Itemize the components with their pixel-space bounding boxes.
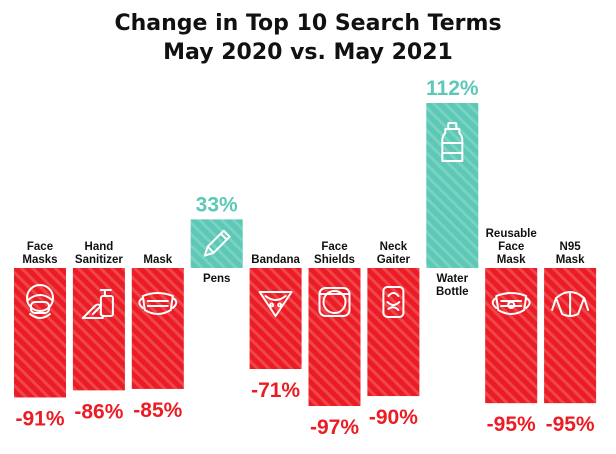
bar-stripes-6	[367, 268, 420, 397]
category-label-8-1: Face	[498, 241, 524, 253]
bar-stripes-8	[485, 268, 538, 404]
category-label-7-0: Water	[437, 273, 469, 285]
category-label-1-0: Hand	[85, 241, 114, 253]
value-label-8: -95%	[487, 413, 536, 436]
face-mask-person-icon	[26, 284, 54, 319]
category-label-5-0: Face	[321, 241, 347, 253]
value-label-4: -71%	[251, 379, 300, 402]
category-label-9-1: Mask	[556, 254, 585, 266]
category-label-6-0: Neck	[380, 241, 408, 253]
neck-gaiter-icon	[382, 286, 405, 318]
chart-title-line-1: Change in Top 10 Search Terms	[114, 11, 502, 36]
value-label-1: -86%	[74, 400, 123, 423]
category-label-8-0: Reusable	[486, 228, 537, 240]
water-bottle-icon	[441, 122, 464, 162]
bar-stripes-4	[249, 268, 302, 370]
value-label-9: -95%	[546, 413, 595, 436]
value-label-7: 112%	[426, 77, 479, 100]
bandana-icon	[258, 291, 293, 317]
value-label-0: -91%	[15, 407, 64, 430]
bar-stripes-2	[131, 268, 184, 389]
chart-title-line-2: May 2020 vs. May 2021	[163, 40, 453, 65]
category-label-5-1: Shields	[314, 254, 355, 266]
bar-stripes-9	[544, 268, 597, 404]
category-label-7-1: Bottle	[436, 286, 469, 298]
reusable-face-mask-icon	[491, 292, 531, 315]
value-label-2: -85%	[133, 399, 182, 422]
value-label-3: 33%	[196, 193, 238, 216]
bar-stripes-3	[190, 219, 243, 268]
category-label-0-0: Face	[27, 241, 53, 253]
category-label-6-1: Gaiter	[377, 254, 411, 266]
category-label-9-0: N95	[560, 241, 582, 253]
category-label-0-1: Masks	[22, 254, 57, 266]
pen-icon	[203, 229, 231, 257]
hand-sanitizer-icon	[81, 289, 114, 319]
category-label-4-0: Bandana	[251, 254, 300, 266]
bar-stripes-7	[426, 103, 479, 268]
value-label-5: -97%	[310, 416, 359, 439]
category-label-2-0: Mask	[143, 254, 172, 266]
bar-stripes-0	[14, 268, 66, 398]
n95-mask-icon	[551, 291, 590, 317]
face-shield-icon	[318, 287, 351, 317]
category-label-1-1: Sanitizer	[75, 254, 123, 266]
mask-icon	[138, 292, 178, 315]
value-label-6: -90%	[369, 406, 418, 429]
category-label-8-2: Mask	[497, 254, 526, 266]
bar-stripes-1	[72, 268, 125, 391]
category-label-3-0: Pens	[203, 273, 231, 285]
